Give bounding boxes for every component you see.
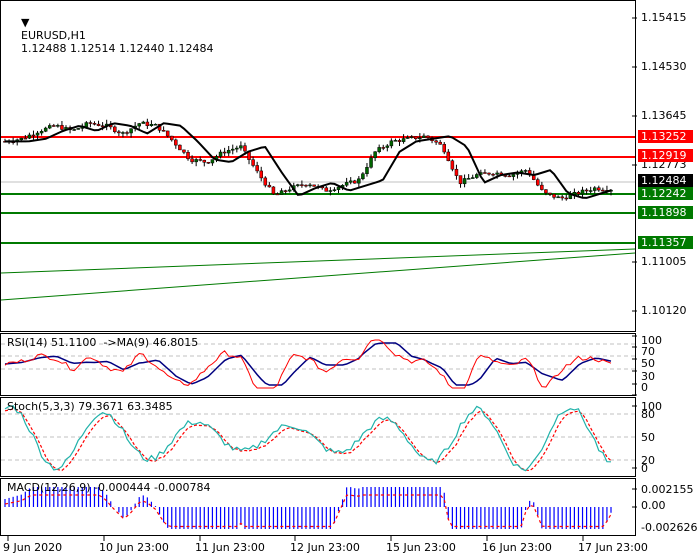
stoch-level: 100 (641, 400, 662, 413)
stochastic-panel[interactable]: Stoch(5,3,3) 79.3671 63.3485 (0, 397, 637, 477)
stoch-level: 80 (641, 408, 655, 421)
rsi-level: 100 (641, 334, 662, 347)
price-tick: 1.15415 (641, 11, 687, 24)
macd-chart-canvas (4, 487, 637, 529)
rsi-level: 0 (641, 381, 648, 394)
time-label: 17 Jun 23:00 (578, 541, 648, 554)
support-tag-2: 1.11898 (638, 206, 693, 219)
price-tick: 1.10120 (641, 304, 687, 317)
macd-level: -0.002626 (641, 521, 698, 534)
rsi-level: 70 (641, 345, 655, 358)
support-tag-1: 1.12242 (638, 187, 693, 200)
macd-level: 0.00 (641, 499, 666, 512)
time-label: 16 Jun 23:00 (482, 541, 552, 554)
rsi-title: RSI(14) 51.1100 ->MA(9) 46.8015 (7, 336, 199, 349)
price-tick: 1.14530 (641, 60, 687, 73)
symbol-label: EURUSD,H1 (21, 29, 86, 42)
support-tag-3: 1.11357 (638, 236, 693, 249)
price-tick: 1.13645 (641, 109, 687, 122)
stoch-level: 20 (641, 454, 655, 467)
time-label: 15 Jun 23:00 (386, 541, 456, 554)
time-label: 11 Jun 23:00 (195, 541, 265, 554)
price-panel[interactable]: ▼ EURUSD,H1 1.12488 1.12514 1.12440 1.12… (0, 0, 637, 332)
rsi-panel[interactable]: RSI(14) 51.1100 ->MA(9) 46.8015 (0, 333, 637, 396)
stoch-level: 0 (641, 462, 648, 475)
chart-header: ▼ EURUSD,H1 1.12488 1.12514 1.12440 1.12… (7, 3, 213, 68)
time-label: 12 Jun 23:00 (290, 541, 360, 554)
dropdown-triangle-icon[interactable]: ▼ (21, 16, 30, 29)
current-price-tag: 1.12484 (638, 174, 693, 187)
stochastic-title: Stoch(5,3,3) 79.3671 63.3485 (7, 400, 173, 413)
rsi-chart-canvas (1, 335, 637, 396)
time-label: 9 Jun 2020 (3, 541, 63, 554)
time-label: 10 Jun 23:00 (99, 541, 169, 554)
stoch-level: 50 (641, 431, 655, 444)
macd-level: 0.002155 (641, 483, 694, 496)
price-chart-canvas (1, 17, 637, 312)
macd-title: MACD(12,26,9) -0.000444 -0.000784 (7, 481, 211, 494)
stochastic-chart-canvas (1, 405, 637, 472)
macd-panel[interactable]: MACD(12,26,9) -0.000444 -0.000784 (0, 478, 637, 536)
ohlc-values: 1.12488 1.12514 1.12440 1.12484 (21, 42, 214, 55)
resistance-tag-1: 1.13252 (638, 130, 693, 143)
resistance-tag-2: 1.12919 (638, 149, 693, 162)
rsi-level: 50 (641, 357, 655, 370)
rsi-level: 30 (641, 370, 655, 383)
price-tick: 1.11005 (641, 255, 687, 268)
